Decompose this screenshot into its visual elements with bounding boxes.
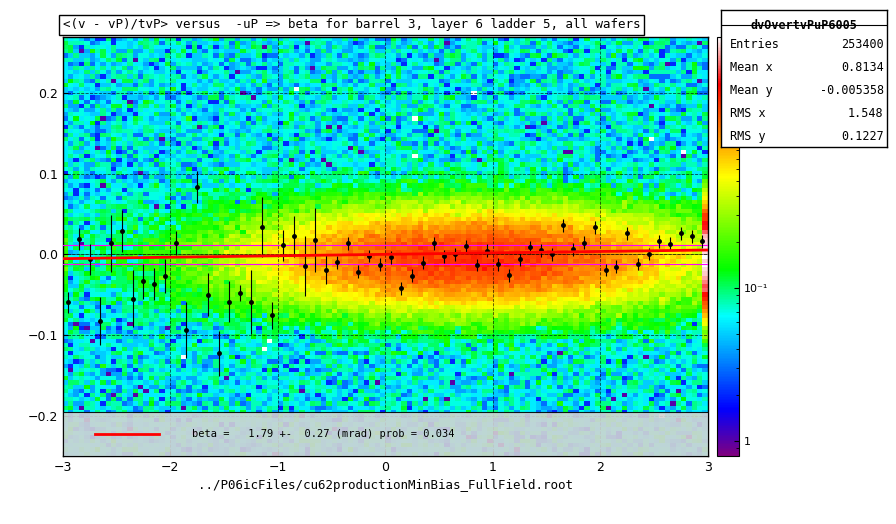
- Text: 1.548: 1.548: [849, 107, 883, 120]
- Text: Entries: Entries: [729, 38, 780, 51]
- Text: RMS x: RMS x: [729, 107, 765, 120]
- Bar: [63, 411, 708, 456]
- Text: beta =   1.79 +-  0.27 (mrad) prob = 0.034: beta = 1.79 +- 0.27 (mrad) prob = 0.034: [192, 429, 454, 439]
- Text: <(v - vP)/tvP> versus  -uP => beta for barrel 3, layer 6 ladder 5, all wafers: <(v - vP)/tvP> versus -uP => beta for ba…: [63, 18, 641, 31]
- Text: 0.1227: 0.1227: [841, 130, 883, 144]
- Text: 253400: 253400: [841, 38, 883, 51]
- X-axis label: ../P06icFiles/cu62productionMinBias_FullField.root: ../P06icFiles/cu62productionMinBias_Full…: [198, 479, 573, 492]
- Text: 0.8134: 0.8134: [841, 61, 883, 74]
- Text: Mean x: Mean x: [729, 61, 772, 74]
- Text: -0.005358: -0.005358: [820, 84, 883, 97]
- Text: RMS y: RMS y: [729, 130, 765, 144]
- Text: Mean y: Mean y: [729, 84, 772, 97]
- Text: dvOvertvPuP6005: dvOvertvPuP6005: [751, 19, 857, 31]
